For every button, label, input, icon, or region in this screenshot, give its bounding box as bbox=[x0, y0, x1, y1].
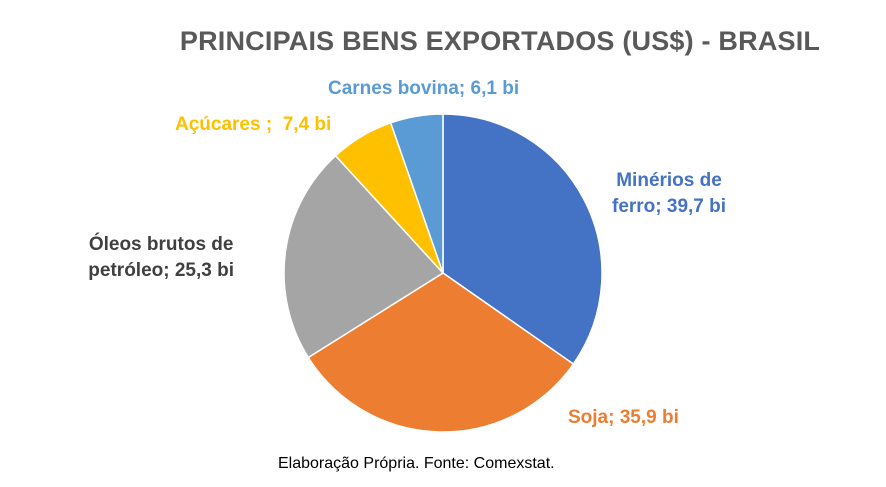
pie-slices bbox=[283, 113, 603, 433]
data-label-minerios-de-ferro: Minérios de ferro; 39,7 bi bbox=[612, 170, 727, 217]
data-label-soja: Soja; 35,9 bi bbox=[568, 407, 679, 428]
pie-slice-minerios-de-ferro bbox=[442, 113, 603, 366]
pie-slice-carnes-bovina bbox=[389, 113, 444, 274]
chart-title: PRINCIPAIS BENS EXPORTADOS (US$) - BRASI… bbox=[179, 26, 821, 56]
footnote: Elaboração Própria. Fonte: Comexstat. bbox=[278, 455, 555, 472]
data-label-carnes-bovina: Carnes bovina; 6,1 bi bbox=[328, 78, 520, 99]
data-label-acucares: Açúcares ; 7,4 bi bbox=[175, 114, 332, 135]
data-label-oleos-brutos-de-petroleo: Óleos brutos de petróleo; 25,3 bi bbox=[88, 234, 234, 281]
pie-slice-soja bbox=[307, 272, 575, 433]
pie-slice-oleos-brutos-de-petroleo bbox=[283, 154, 445, 359]
